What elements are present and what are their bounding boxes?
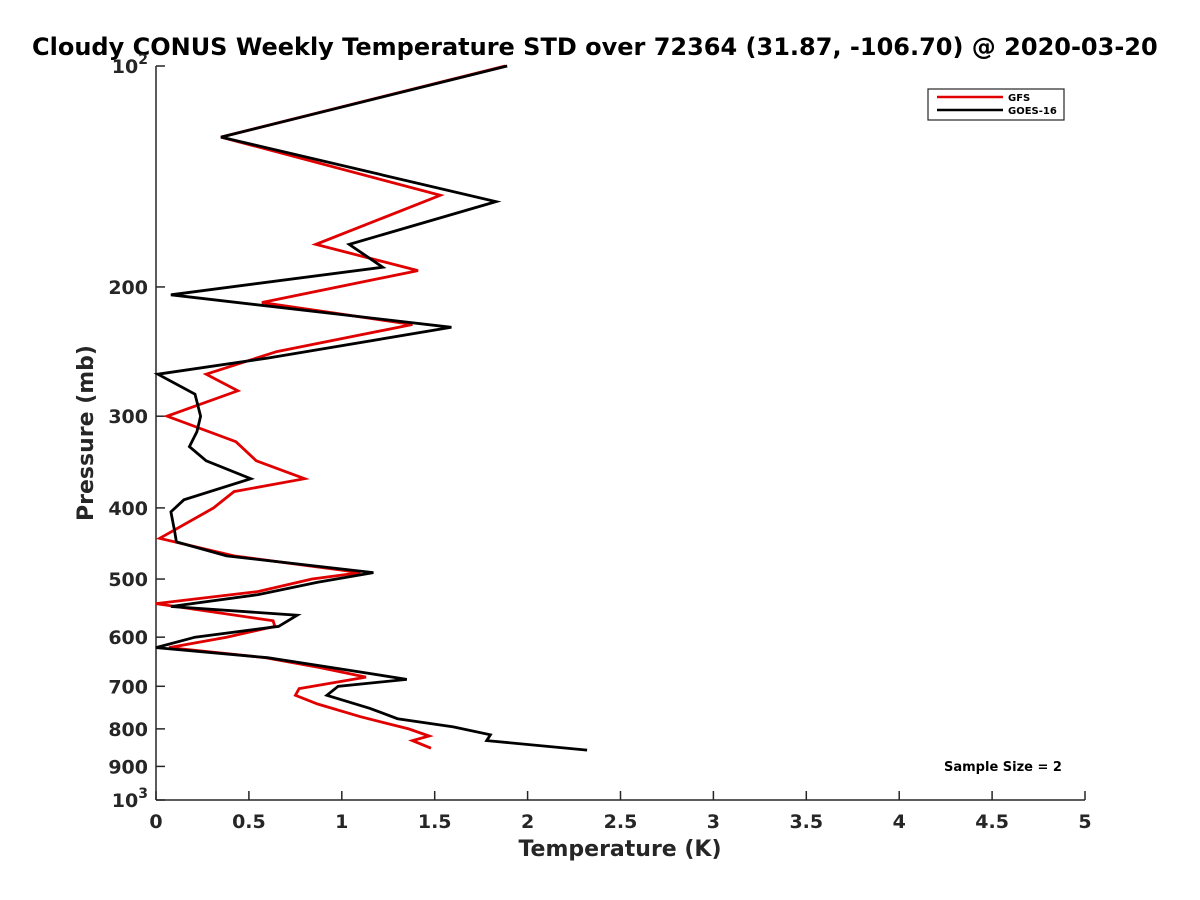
x-tick-label: 5 [1078, 811, 1091, 833]
sample-size-annotation: Sample Size = 2 [944, 760, 1062, 775]
x-tick-label: 3.5 [789, 811, 823, 833]
y-tick-label: 700 [108, 676, 148, 698]
y-tick-exponent: 2 [138, 52, 148, 68]
series-line-goes-16 [153, 64, 588, 752]
x-tick-label: 0.5 [232, 811, 266, 833]
y-tick-label: 200 [108, 277, 148, 299]
x-tick-label: 4.5 [975, 811, 1009, 833]
chart-title: Cloudy CONUS Weekly Temperature STD over… [32, 33, 1158, 61]
y-tick-label: 103 [112, 786, 148, 812]
x-axis-label: Temperature (K) [518, 837, 721, 862]
x-tick-label: 2.5 [604, 811, 638, 833]
y-tick-label: 800 [108, 719, 148, 741]
plot-area [155, 66, 1085, 801]
y-axis-label: Pressure (mb) [74, 345, 99, 521]
y-tick-label: 102 [112, 52, 148, 78]
y-tick-label: 400 [108, 498, 148, 520]
legend-label: GOES-16 [1008, 106, 1057, 117]
legend: GFS GOES-16 [927, 88, 1065, 121]
x-tick-label: 0 [149, 811, 162, 833]
y-tick-label: 300 [108, 406, 148, 428]
x-tick-label: 1.5 [418, 811, 452, 833]
y-tick-label: 600 [108, 627, 148, 649]
y-tick-label: 500 [108, 569, 148, 591]
y-tick-base: 10 [112, 56, 138, 78]
x-tick-label: 3 [707, 811, 720, 833]
x-tick-label: 1 [335, 811, 348, 833]
series-layer [153, 64, 588, 752]
x-ticks: 0 0.5 1 1.5 2 2.5 3 3.5 4 4.5 5 [149, 791, 1092, 833]
y-tick-exponent: 3 [138, 786, 148, 802]
x-tick-label: 4 [893, 811, 906, 833]
y-tick-label: 900 [108, 756, 148, 778]
series-line-gfs [155, 64, 506, 750]
legend-box [927, 88, 1065, 121]
y-tick-base: 10 [112, 790, 138, 812]
legend-items: GFS GOES-16 [937, 93, 1057, 117]
legend-label: GFS [1008, 93, 1030, 104]
x-tick-label: 2 [521, 811, 534, 833]
